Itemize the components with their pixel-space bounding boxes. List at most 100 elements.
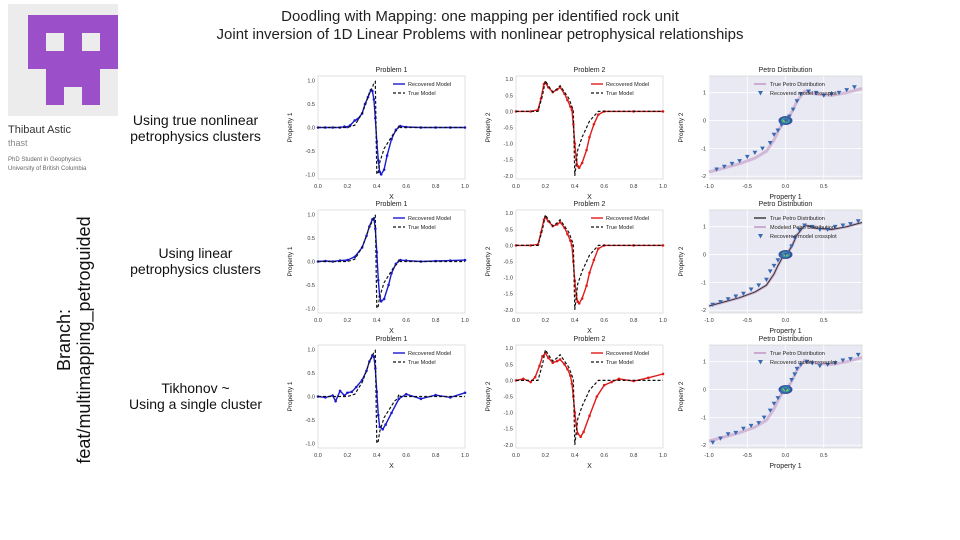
- x-tick-label: 0.8: [432, 453, 440, 459]
- y-tick-label: -1.5: [504, 158, 513, 164]
- crossplot-point: [779, 122, 785, 128]
- profile-role: PhD Student in Geophysics: [8, 157, 82, 163]
- recovered-model-point: [404, 392, 408, 396]
- x-tick-label: 1.0: [461, 318, 469, 324]
- crossplot-point: [802, 223, 807, 228]
- x-axis-label: X: [389, 194, 394, 201]
- y-tick-label: -0.5: [504, 260, 513, 266]
- recovered-model-point: [379, 299, 383, 303]
- x-tick-label: 0.8: [630, 184, 638, 190]
- recovered-model-point: [570, 244, 574, 247]
- crossplot-point: [725, 297, 731, 302]
- avatar-pixel: [64, 69, 82, 87]
- crossplot-point: [790, 107, 796, 112]
- legend-swatch-crossplot: [758, 91, 763, 96]
- chart-panel: Problem 1 X Property 1 0.0 0.2 0.4 0.6 0.8 1.0 1.…: [287, 201, 469, 335]
- crossplot-point: [771, 401, 777, 406]
- recovered-model-point: [592, 258, 596, 262]
- recovered-model-point: [379, 173, 383, 176]
- y-tick-label: -1.0: [504, 276, 513, 282]
- crossplot-point: [798, 92, 804, 97]
- avatar-pixel: [46, 69, 64, 87]
- recovered-model-point: [551, 361, 555, 365]
- crossplot-point: [794, 99, 800, 104]
- avatar-pixel: [82, 69, 100, 87]
- crossplot-point: [733, 294, 739, 299]
- true-model-line: [318, 80, 465, 177]
- chart-panel: Problem 2 X Property 2 0.0 0.2 0.4 0.6 0.8 1.0 1.…: [485, 67, 667, 201]
- true-model-line: [318, 349, 465, 446]
- x-tick-label: 0.6: [402, 453, 410, 459]
- x-tick-label: 0.0: [512, 318, 520, 324]
- crossplot-point: [825, 362, 830, 367]
- y-tick-label: 1: [703, 91, 706, 97]
- y-tick-label: -1.0: [504, 142, 513, 148]
- x-tick-label: -0.5: [743, 318, 752, 324]
- avatar-pixel: [46, 15, 64, 33]
- y-tick-label: -1.0: [306, 306, 315, 312]
- chart-title: Petro Distribution: [759, 67, 813, 74]
- crossplot-point: [804, 359, 810, 365]
- crossplot-point: [809, 224, 815, 230]
- x-tick-label: 0.4: [373, 453, 381, 459]
- legend-entry: Recovered Model: [606, 351, 649, 357]
- profile-handle: thast: [8, 138, 28, 148]
- legend-entry: True Petro Distribution: [770, 82, 825, 88]
- plot-area: [515, 75, 664, 180]
- chart-title: Problem 1: [376, 336, 408, 343]
- crossplot-point: [721, 164, 727, 169]
- crossplot-point: [775, 396, 781, 401]
- crossplot-point: [832, 361, 838, 366]
- recovered-model-point: [529, 110, 532, 113]
- crossplot-point: [767, 408, 773, 413]
- avatar-pixel: [100, 15, 118, 33]
- recovered-model-point: [592, 122, 596, 126]
- crossplot-point: [785, 251, 791, 256]
- recovered-model-point: [555, 359, 559, 363]
- x-tick-label: 0.0: [782, 184, 790, 190]
- profile-name: Thibaut Astic: [8, 124, 71, 136]
- recovered-model-point: [597, 247, 600, 250]
- crossplot-point: [729, 161, 735, 167]
- avatar-pixel: [28, 51, 46, 69]
- x-axis-label: X: [389, 328, 394, 335]
- recovered-model-point: [353, 255, 357, 259]
- recovered-model-point: [385, 154, 389, 157]
- legend-swatch-crossplot: [758, 234, 763, 239]
- x-tick-label: -1.0: [704, 318, 713, 324]
- y-tick-label: -1.5: [504, 427, 513, 433]
- recovered-model-point: [372, 98, 376, 101]
- recovered-model-point: [371, 89, 374, 93]
- chart-title: Petro Distribution: [759, 336, 813, 343]
- legend-entry: Recovered Model: [408, 351, 451, 357]
- y-axis-label: Property 2: [678, 246, 685, 276]
- x-tick-label: 1.0: [461, 184, 469, 190]
- x-tick-label: -1.0: [704, 184, 713, 190]
- recovered-model-point: [376, 158, 380, 162]
- legend-entry: True Model: [408, 91, 436, 97]
- crossplot-point: [752, 150, 758, 155]
- legend-entry: True Petro Distribution: [770, 351, 825, 357]
- recovered-model-point: [382, 168, 386, 171]
- crossplot-point: [771, 263, 777, 269]
- crossplot-point: [725, 432, 731, 437]
- crossplot-point: [798, 362, 804, 367]
- y-tick-label: 0.0: [307, 126, 315, 132]
- recovered-model-point: [585, 284, 588, 287]
- legend-entry: Recovered Model: [606, 216, 649, 222]
- chart-title: Problem 1: [376, 201, 408, 208]
- y-tick-label: -1.0: [306, 441, 315, 447]
- x-tick-label: 0.5: [820, 184, 828, 190]
- legend-entry: True Model: [408, 360, 436, 366]
- y-tick-label: 0.5: [307, 371, 315, 377]
- recovered-model-point: [661, 372, 665, 376]
- profile-affiliation: University of British Columbia: [8, 166, 87, 172]
- x-tick-label: 0.0: [314, 318, 322, 324]
- crossplot-point: [794, 366, 800, 372]
- crossplot-point: [767, 141, 773, 146]
- recovered-model-point: [572, 122, 575, 126]
- x-axis-label: Property 1: [769, 194, 801, 201]
- crossplot-point: [748, 287, 754, 292]
- recovered-model-point: [597, 113, 600, 116]
